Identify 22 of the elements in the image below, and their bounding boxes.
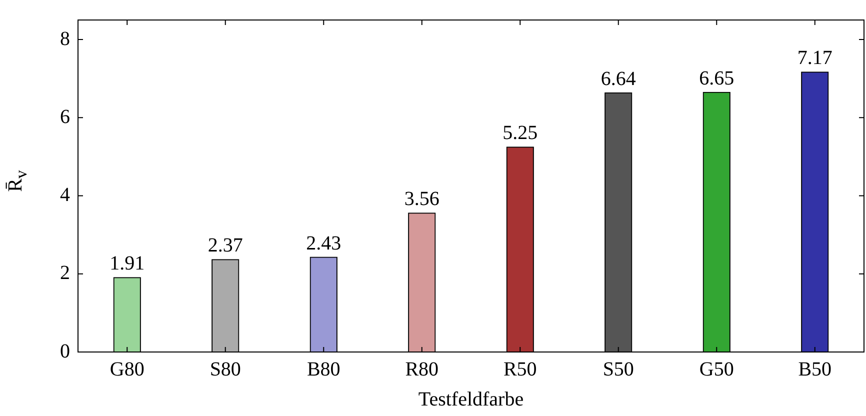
- data-label: 2.37: [208, 234, 243, 257]
- x-tick-label: G50: [699, 358, 734, 380]
- x-tick-label: S80: [210, 358, 241, 380]
- x-tick-label: R50: [503, 358, 537, 380]
- data-label: 6.64: [600, 68, 636, 90]
- y-tick-label: 4: [60, 184, 70, 206]
- y-tick-label: 8: [60, 28, 70, 50]
- x-tick-label: R80: [405, 358, 439, 380]
- x-axis-title: Testfeldfarbe: [418, 388, 524, 410]
- data-label: 7.17: [797, 47, 832, 70]
- x-tick-label: B80: [306, 358, 340, 380]
- data-label: 5.25: [502, 122, 538, 144]
- data-label: 3.56: [404, 188, 440, 210]
- data-label: 2.43: [306, 232, 342, 254]
- data-label: 6.65: [699, 68, 734, 90]
- x-tick-label: G80: [110, 358, 144, 380]
- y-tick-label: 6: [60, 106, 70, 128]
- data-label: 1.91: [110, 252, 145, 275]
- x-tick-label: S50: [602, 358, 634, 380]
- y-tick-label: 0: [60, 340, 70, 362]
- y-tick-label: 2: [60, 262, 70, 284]
- x-tick-label: B50: [798, 358, 832, 380]
